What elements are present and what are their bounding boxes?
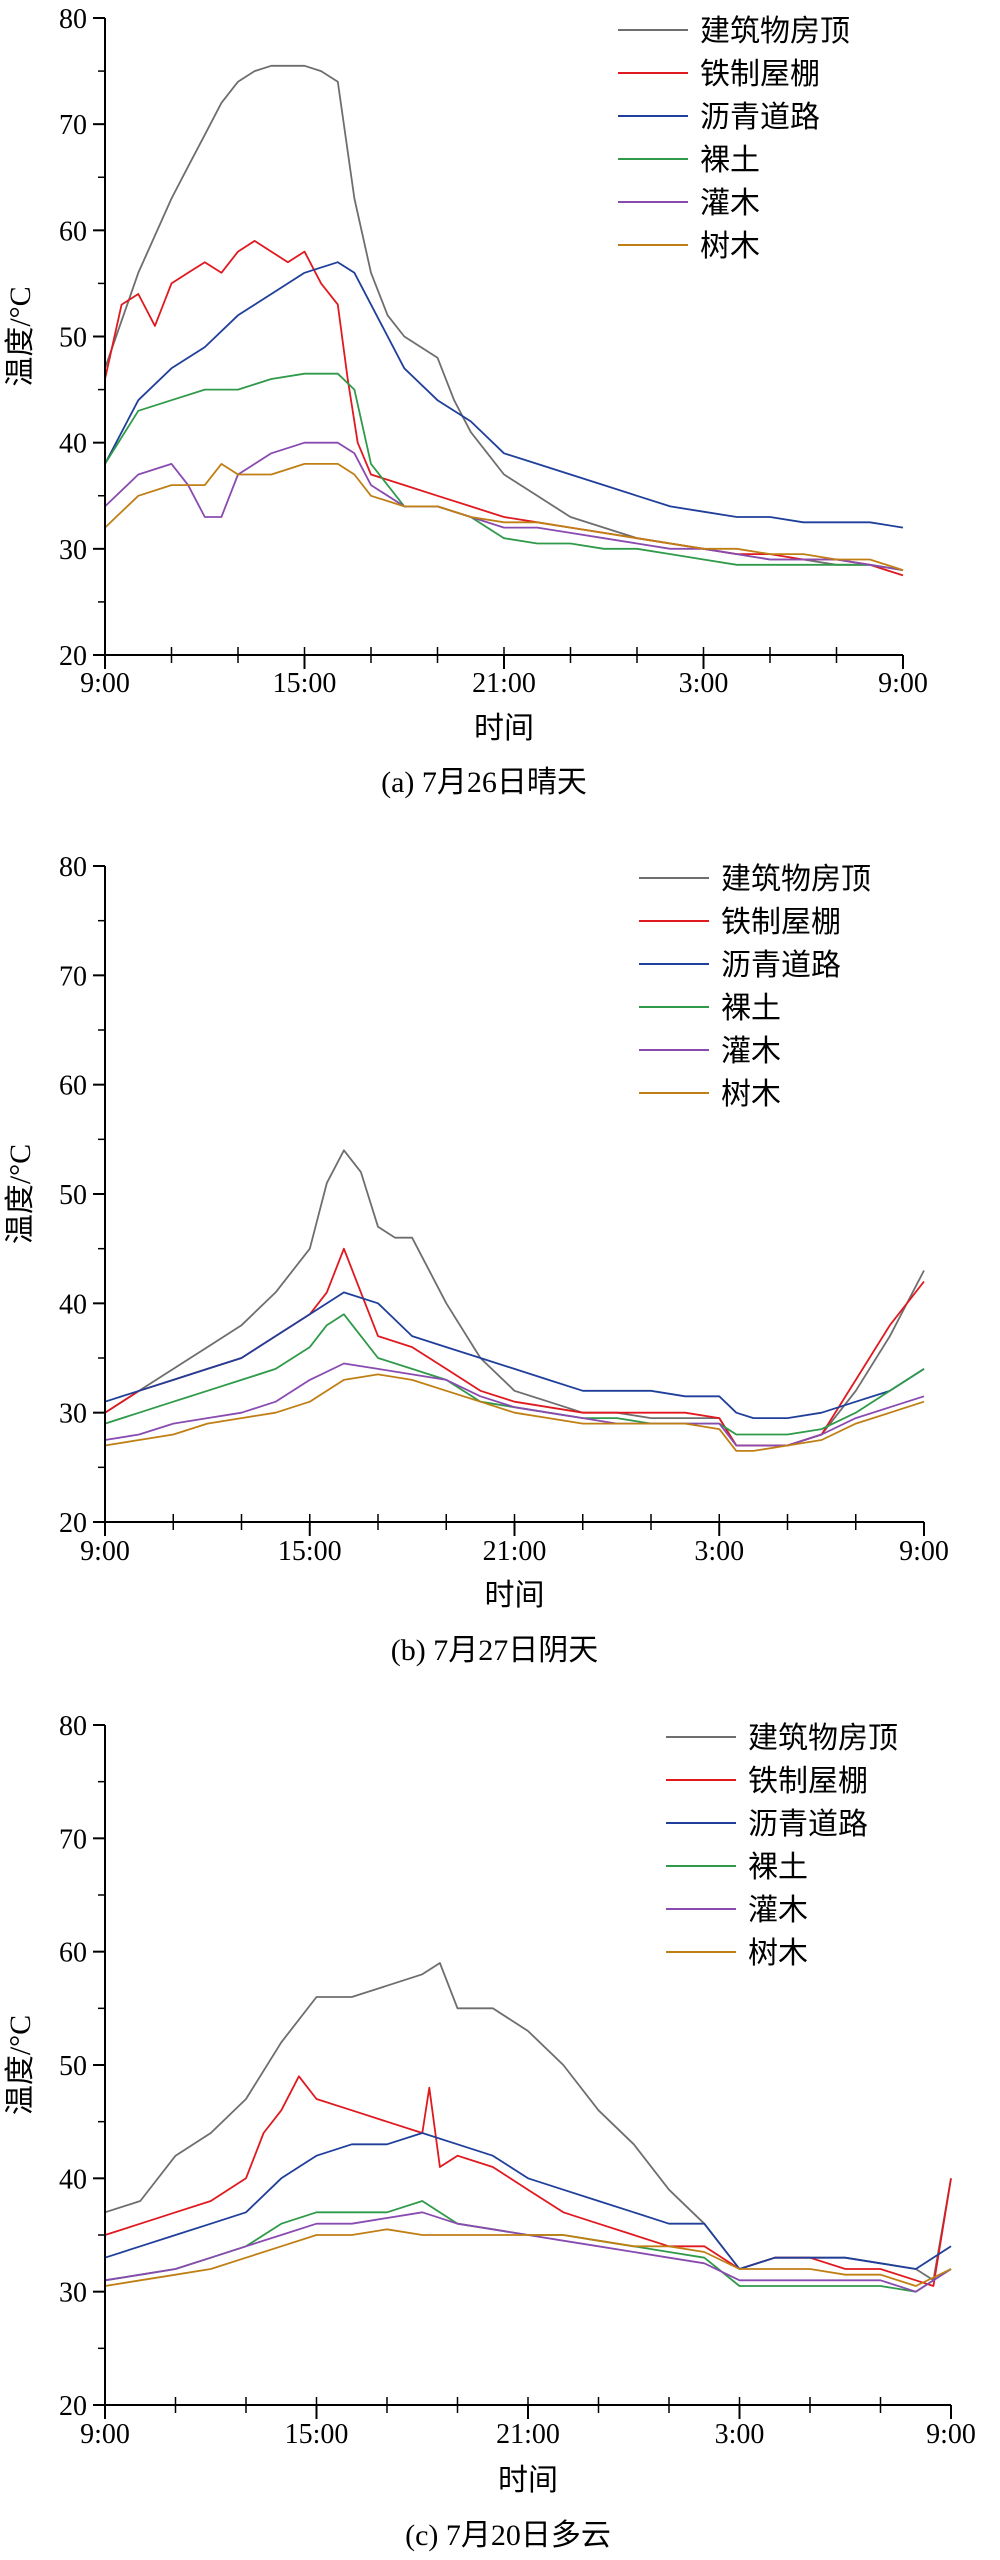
- series-line-5: [104, 2211, 952, 2293]
- x-tick-label: 9:00: [899, 1536, 949, 1567]
- y-tick-label: 40: [59, 1289, 87, 1320]
- legend-label: 裸土: [748, 1851, 808, 1884]
- y-tick-label: 20: [59, 641, 87, 672]
- y-tick-label: 70: [59, 110, 87, 141]
- x-tick-label: 21:00: [496, 2419, 560, 2450]
- legend-label: 沥青道路: [721, 949, 841, 982]
- y-axis-label: 温度/°C: [4, 2015, 37, 2115]
- x-tick-label: 3:00: [679, 668, 729, 699]
- legend-label: 铁制屋棚: [700, 58, 820, 91]
- x-tick-label: 9:00: [80, 668, 130, 699]
- series-line-4: [104, 372, 904, 571]
- series-line-6: [104, 1373, 925, 1452]
- y-tick-label: 80: [59, 852, 87, 883]
- chart-caption: (a) 7月26日晴天: [381, 766, 587, 799]
- legend-label: 建筑物房顶: [748, 1722, 898, 1755]
- x-axis-label: 时间: [474, 712, 534, 745]
- series-line-4: [104, 2200, 952, 2293]
- chart-caption: (b) 7月27日阴天: [391, 1634, 598, 1667]
- legend-label: 建筑物房顶: [700, 15, 850, 48]
- series-line-5: [104, 441, 904, 571]
- series-line-6: [104, 2228, 952, 2287]
- y-tick-label: 60: [59, 1071, 87, 1102]
- y-tick-label: 30: [59, 1399, 87, 1430]
- y-tick-label: 60: [59, 216, 87, 247]
- y-tick-label: 70: [59, 1824, 87, 1855]
- x-tick-label: 21:00: [472, 668, 536, 699]
- x-tick-label: 15:00: [285, 2419, 349, 2450]
- legend-label: 裸土: [700, 144, 760, 177]
- x-tick-label: 9:00: [878, 668, 928, 699]
- series-line-3: [104, 1291, 925, 1419]
- legend-label: 树木: [748, 1937, 808, 1970]
- chart-panel-2: 20 30 40 50 60 70 80 9:00 15:00 21:00 3:00 9:00 时间 温度…: [4, 852, 949, 1667]
- legend-label: 灌木: [748, 1894, 808, 1927]
- series-line-6: [104, 462, 904, 571]
- chart-caption: (c) 7月20日多云: [405, 2519, 611, 2552]
- y-tick-label: 70: [59, 961, 87, 992]
- y-tick-label: 30: [59, 2278, 87, 2309]
- series-line-4: [104, 1313, 925, 1436]
- series-line-3: [104, 2132, 952, 2270]
- chart-panel-3: 20 30 40 50 60 70 80 9:00 15:00 21:00 3:00 9:00 时间 温度…: [4, 1711, 976, 2552]
- legend-label: 铁制屋棚: [748, 1765, 868, 1798]
- legend-label: 建筑物房顶: [721, 863, 871, 896]
- x-tick-label: 9:00: [80, 1536, 130, 1567]
- series-line-2: [104, 2075, 952, 2287]
- y-tick-label: 50: [59, 1180, 87, 1211]
- chart-panel-1: 20 30 40 50 60 70 80 9:00 15:00 21:00 3:00 9:00 时间 温度…: [4, 4, 928, 799]
- x-tick-label: 21:00: [483, 1536, 547, 1567]
- y-axis-label: 温度/°C: [4, 1144, 37, 1244]
- legend-label: 沥青道路: [700, 101, 820, 134]
- legend-label: 灌木: [700, 187, 760, 220]
- y-tick-label: 80: [59, 4, 87, 35]
- legend-label: 树木: [700, 230, 760, 263]
- legend-label: 裸土: [721, 992, 781, 1025]
- y-tick-label: 40: [59, 2164, 87, 2195]
- y-tick-label: 20: [59, 2391, 87, 2422]
- y-tick-label: 30: [59, 535, 87, 566]
- legend-label: 树木: [721, 1078, 781, 1111]
- y-tick-label: 60: [59, 1938, 87, 1969]
- x-tick-label: 9:00: [926, 2419, 976, 2450]
- y-tick-label: 40: [59, 429, 87, 460]
- series-line-1: [104, 64, 904, 571]
- legend-label: 灌木: [721, 1035, 781, 1068]
- series-line-3: [104, 261, 904, 529]
- x-tick-label: 3:00: [715, 2419, 765, 2450]
- x-tick-label: 9:00: [80, 2419, 130, 2450]
- legend-label: 铁制屋棚: [721, 906, 841, 939]
- y-axis-label: 温度/°C: [4, 286, 37, 386]
- series-line-1: [104, 1962, 952, 2282]
- x-axis-label: 时间: [498, 2464, 558, 2497]
- y-tick-label: 50: [59, 323, 87, 354]
- x-tick-label: 15:00: [273, 668, 337, 699]
- series-line-2: [104, 239, 904, 577]
- x-tick-label: 3:00: [694, 1536, 744, 1567]
- y-tick-label: 80: [59, 1711, 87, 1742]
- y-tick-label: 20: [59, 1508, 87, 1539]
- x-tick-label: 15:00: [278, 1536, 342, 1567]
- x-axis-label: 时间: [485, 1579, 545, 1612]
- y-tick-label: 50: [59, 2051, 87, 2082]
- legend-label: 沥青道路: [748, 1808, 868, 1841]
